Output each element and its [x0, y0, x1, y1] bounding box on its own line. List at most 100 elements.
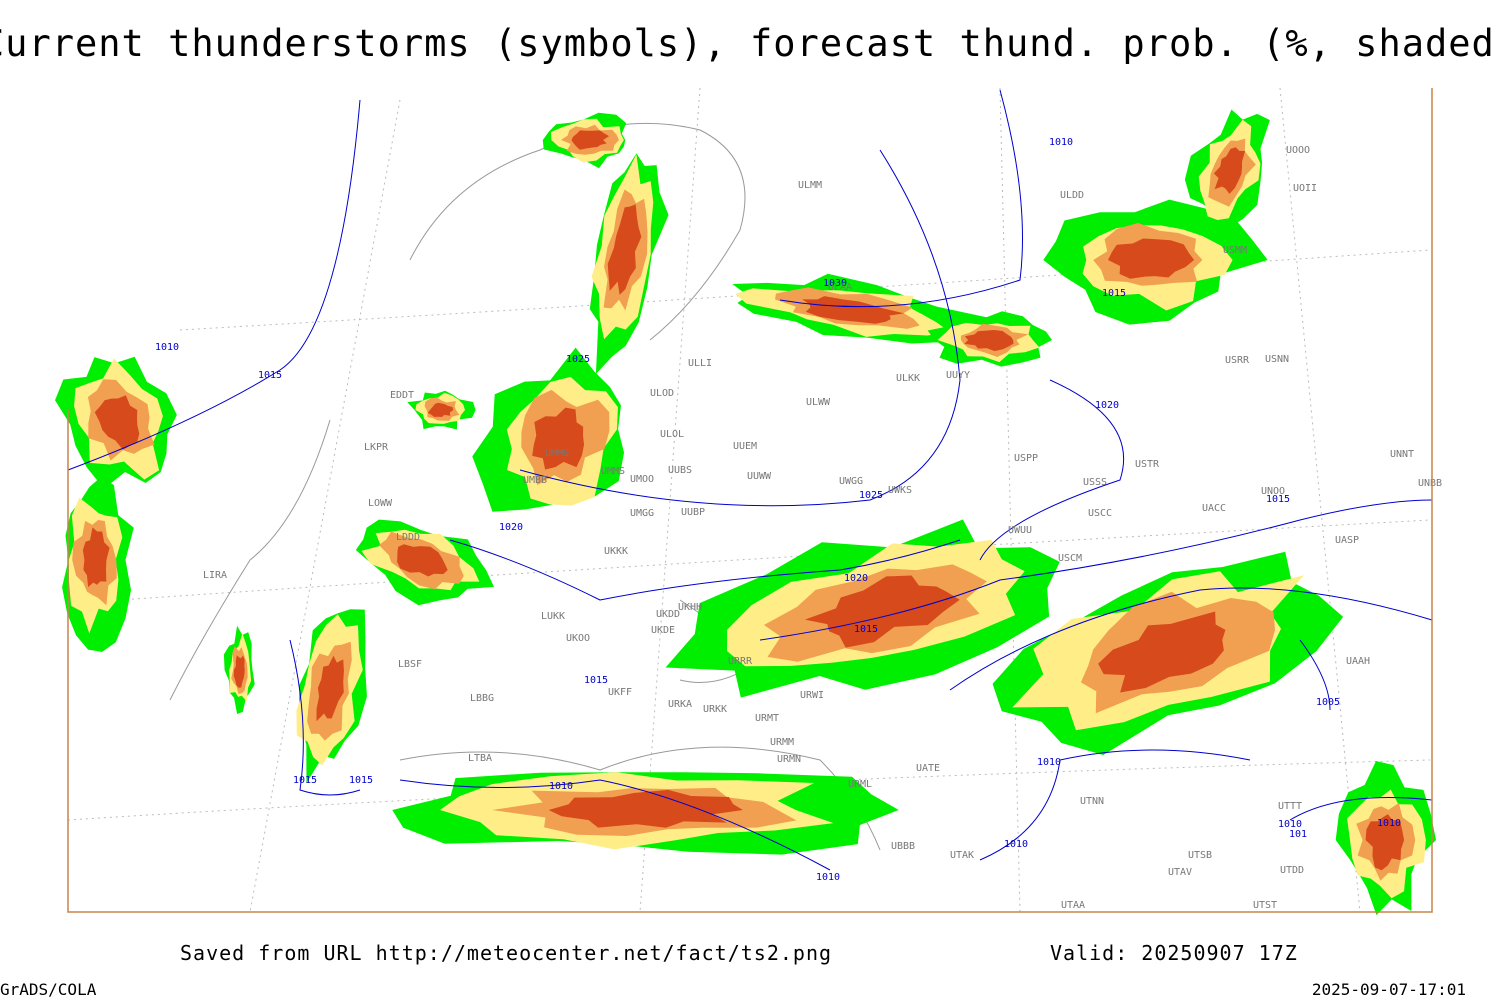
- isobar-label: 1010: [816, 872, 840, 883]
- station-label: USTR: [1135, 459, 1160, 470]
- station-label: UUEM: [733, 441, 757, 452]
- isobar-label: 1010: [155, 342, 179, 353]
- station-label: UASP: [1335, 535, 1359, 546]
- isobar-label: 1010: [1278, 819, 1302, 830]
- station-label: USCC: [1088, 508, 1112, 519]
- station-label: UUBP: [681, 507, 705, 518]
- isobar-label: 1025: [859, 490, 883, 501]
- station-label: UTSB: [1188, 850, 1212, 861]
- station-label: ULLI: [688, 358, 712, 369]
- station-label: UWKS: [888, 485, 912, 496]
- station-label: USNN: [1265, 354, 1289, 365]
- station-label: LUKK: [541, 611, 565, 622]
- station-label: ULMM: [798, 180, 822, 191]
- timestamp: 2025-09-07-17:01: [1312, 980, 1466, 999]
- station-label: LIRA: [203, 570, 227, 581]
- station-label: ULKK: [896, 373, 920, 384]
- isobar-label: 1010: [1004, 839, 1028, 850]
- station-label: UUBS: [668, 465, 692, 476]
- station-label: URKK: [703, 704, 727, 715]
- station-label: ULOL: [660, 429, 684, 440]
- station-label: UWGG: [839, 476, 863, 487]
- station-label: UNNT: [1390, 449, 1414, 460]
- station-label: UMGG: [630, 508, 654, 519]
- station-label: ULDD: [1060, 190, 1084, 201]
- shade-area: [804, 575, 960, 648]
- station-label: UKDE: [651, 625, 675, 636]
- station-label: ULAA: [828, 282, 852, 293]
- station-label: USRR: [1225, 355, 1250, 366]
- shade-area: [397, 544, 448, 577]
- isobar-label: 1010: [1377, 818, 1401, 829]
- station-label: UATE: [916, 763, 940, 774]
- isobar-label: 1010: [1037, 757, 1061, 768]
- isobar-label: 101: [1289, 829, 1307, 840]
- station-label: UUWW: [747, 471, 772, 482]
- station-label: UKOO: [566, 633, 590, 644]
- station-label: USMM: [1223, 245, 1247, 256]
- station-label: UMMS: [601, 466, 625, 477]
- station-label: UAAH: [1346, 656, 1370, 667]
- shade-area: [571, 130, 610, 150]
- station-label: UMMG: [545, 448, 569, 459]
- shade-area: [82, 527, 110, 588]
- isobar-label: 1025: [566, 354, 590, 365]
- station-label: ULWW: [806, 397, 831, 408]
- isobar-label: 1010: [549, 781, 573, 792]
- shade-area: [964, 330, 1014, 352]
- shade-area: [1365, 814, 1405, 871]
- station-label: URKA: [668, 699, 692, 710]
- map-title: Current thunderstorms (symbols), forecas…: [0, 22, 1500, 65]
- station-label: UTST: [1253, 900, 1277, 911]
- station-label: UTDD: [1280, 865, 1304, 876]
- station-label: UKFF: [608, 687, 632, 698]
- labels: 1010 1015 1025 1030 1010 1015 1020 1020 1025 1015…: [155, 137, 1442, 911]
- isobar-label: 1030: [823, 278, 847, 289]
- isobar-label: 1015: [1102, 288, 1126, 299]
- shade-area: [427, 402, 454, 417]
- shade-area: [233, 655, 245, 688]
- isobar-label: 1020: [844, 573, 868, 584]
- station-label: LKPR: [364, 442, 389, 453]
- station-label: URRR: [728, 656, 753, 667]
- station-label: UMBB: [523, 475, 547, 486]
- valid-time: Valid: 20250907 17Z: [1050, 941, 1298, 965]
- isobar-label: 1015: [1266, 494, 1290, 505]
- shade-area: [548, 789, 743, 828]
- shade-area: [94, 395, 140, 450]
- station-label: LTBA: [468, 753, 492, 764]
- station-label: UOII: [1293, 183, 1317, 194]
- shade-area: [316, 655, 344, 722]
- station-label: URMM: [770, 737, 794, 748]
- station-label: USPP: [1014, 453, 1038, 464]
- isobars: [67, 89, 1433, 871]
- thunderstorm-probability-shading: [55, 109, 1436, 916]
- shade-area: [607, 204, 642, 295]
- station-label: LOWW: [368, 498, 393, 509]
- source-url: Saved from URL http://meteocenter.net/fa…: [180, 941, 832, 965]
- shade-area: [802, 296, 905, 324]
- station-label: UTAA: [1061, 900, 1085, 911]
- station-label: UKDD: [656, 609, 680, 620]
- station-label: UKKK: [604, 546, 628, 557]
- isobar-label: 1020: [499, 522, 523, 533]
- shade-area: [1108, 238, 1195, 279]
- graticule: [67, 87, 1431, 913]
- station-label: UNOO: [1261, 486, 1285, 497]
- isobar-label: 1005: [1316, 697, 1340, 708]
- isobar-label: 1015: [854, 624, 878, 635]
- station-label: LBSF: [398, 659, 422, 670]
- station-label: UNBB: [1418, 478, 1442, 489]
- isobar-label: 1015: [349, 775, 373, 786]
- station-label: UTAV: [1168, 867, 1192, 878]
- station-label: URML: [848, 779, 872, 790]
- isobar-label: 1010: [1049, 137, 1073, 148]
- isobar-label: 1015: [258, 370, 282, 381]
- station-label: URWI: [800, 690, 824, 701]
- station-label: LDDD: [396, 532, 420, 543]
- shade-area: [1098, 611, 1226, 693]
- station-label: UACC: [1202, 503, 1226, 514]
- station-label: URMT: [755, 713, 779, 724]
- station-label: UBBB: [891, 841, 915, 852]
